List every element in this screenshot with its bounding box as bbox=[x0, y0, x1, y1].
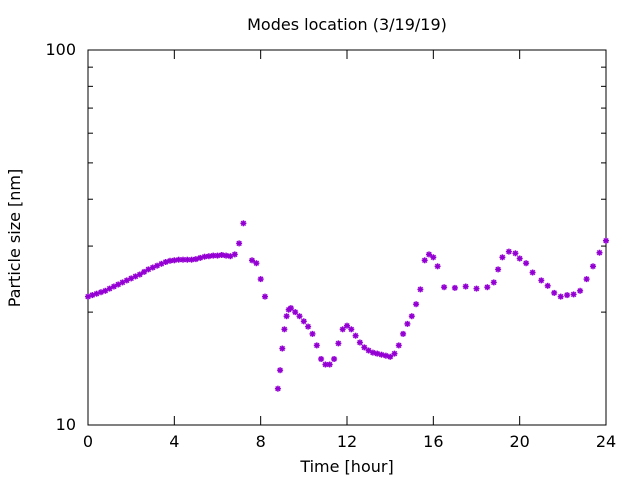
data-point bbox=[484, 284, 491, 291]
data-point bbox=[557, 293, 564, 300]
data-point bbox=[529, 269, 536, 276]
plot-frame bbox=[87, 49, 607, 426]
data-point bbox=[313, 342, 320, 349]
data-point bbox=[400, 330, 407, 337]
data-point bbox=[331, 356, 338, 362]
data-point bbox=[318, 356, 325, 362]
data-point bbox=[473, 285, 480, 292]
data-point bbox=[277, 367, 284, 374]
x-axis-label: Time [hour] bbox=[299, 457, 393, 476]
data-point bbox=[136, 271, 143, 278]
data-point bbox=[378, 351, 385, 358]
data-point bbox=[369, 349, 376, 356]
data-point bbox=[326, 361, 333, 368]
data-point bbox=[361, 344, 368, 351]
data-point bbox=[387, 353, 394, 360]
data-point bbox=[441, 284, 448, 291]
data-point bbox=[590, 263, 596, 270]
data-point bbox=[249, 257, 255, 264]
x-tick-label: 4 bbox=[169, 432, 179, 451]
data-point bbox=[583, 276, 590, 283]
data-point bbox=[115, 281, 122, 288]
x-tick-label: 24 bbox=[596, 432, 616, 451]
data-point bbox=[106, 285, 113, 292]
data-point bbox=[141, 268, 148, 275]
data-point bbox=[287, 305, 294, 312]
data-point bbox=[236, 240, 243, 247]
data-point bbox=[404, 320, 411, 327]
data-point bbox=[274, 385, 281, 392]
data-point bbox=[374, 350, 381, 357]
data-point bbox=[413, 301, 420, 308]
data-point bbox=[214, 252, 221, 259]
data-point bbox=[462, 283, 469, 290]
data-point bbox=[231, 251, 238, 258]
y-tick-label: 10 bbox=[56, 415, 76, 434]
x-tick-label: 12 bbox=[337, 432, 357, 451]
data-point bbox=[421, 257, 428, 264]
data-point bbox=[426, 251, 432, 258]
data-point bbox=[505, 248, 512, 255]
data-point bbox=[577, 287, 584, 294]
data-point bbox=[382, 352, 389, 359]
data-point bbox=[512, 250, 519, 257]
data-point bbox=[300, 318, 307, 325]
data-point bbox=[538, 277, 545, 284]
x-tick-label: 0 bbox=[83, 432, 93, 451]
data-point bbox=[180, 256, 186, 263]
x-tick-label: 20 bbox=[509, 432, 529, 451]
data-point bbox=[417, 286, 424, 293]
data-point bbox=[564, 292, 571, 299]
data-point bbox=[262, 293, 268, 300]
data-point bbox=[201, 253, 208, 260]
data-point bbox=[218, 252, 225, 258]
chart-title: Modes location (3/19/19) bbox=[247, 15, 447, 34]
data-point bbox=[296, 313, 303, 320]
axes: 0 4 8 12 16 20 24 10 100 bbox=[45, 40, 616, 451]
data-point bbox=[348, 326, 355, 333]
y-tick-label: 100 bbox=[45, 40, 76, 59]
data-points bbox=[85, 220, 609, 392]
data-point bbox=[292, 309, 299, 316]
data-point bbox=[309, 330, 316, 337]
data-point bbox=[430, 254, 437, 261]
data-point bbox=[551, 289, 558, 296]
data-point bbox=[516, 255, 523, 262]
x-tick-label: 8 bbox=[256, 432, 266, 451]
data-point bbox=[523, 260, 530, 267]
x-tick-label: 16 bbox=[423, 432, 443, 451]
data-point bbox=[352, 332, 359, 339]
data-point bbox=[322, 361, 329, 368]
data-point bbox=[434, 263, 441, 270]
data-point bbox=[596, 249, 603, 256]
y-axis-label: Particle size [nm] bbox=[5, 169, 24, 308]
data-point bbox=[490, 279, 497, 286]
data-point bbox=[162, 259, 169, 265]
data-point bbox=[395, 342, 402, 349]
data-point bbox=[544, 282, 551, 289]
data-point bbox=[344, 322, 350, 329]
data-point bbox=[253, 260, 260, 267]
data-point bbox=[603, 237, 609, 244]
data-point bbox=[495, 266, 502, 273]
data-point bbox=[305, 323, 312, 330]
data-point bbox=[570, 291, 577, 298]
data-point bbox=[408, 313, 415, 320]
data-point bbox=[356, 339, 363, 346]
data-point bbox=[335, 340, 342, 347]
data-point bbox=[451, 284, 458, 291]
data-point bbox=[257, 276, 264, 283]
data-point bbox=[499, 254, 506, 261]
data-point bbox=[197, 254, 204, 261]
data-point bbox=[240, 220, 247, 227]
data-point bbox=[391, 350, 398, 357]
data-point bbox=[339, 326, 346, 333]
data-point bbox=[283, 313, 290, 320]
data-point bbox=[281, 326, 288, 333]
data-point bbox=[279, 345, 286, 352]
